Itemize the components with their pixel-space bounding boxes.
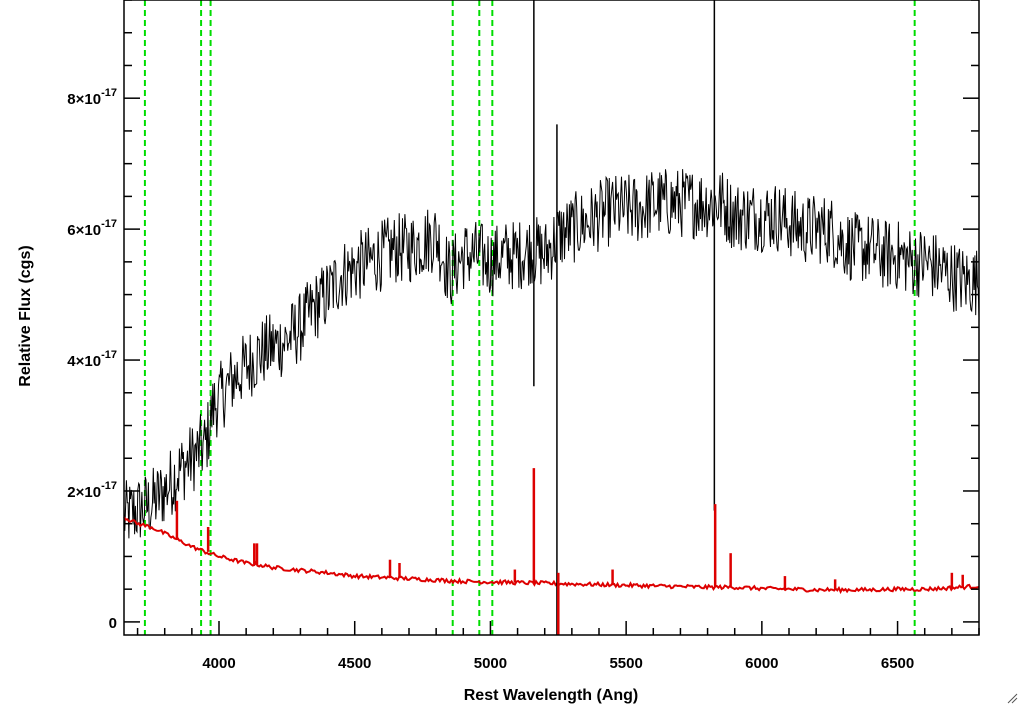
y-tick-mantissa: 2×10 <box>67 484 101 501</box>
y-tick-label: 4×10-17 <box>67 349 117 370</box>
x-axis-title: Rest Wavelength (Ang) <box>464 687 639 704</box>
series-layer <box>123 169 980 595</box>
resize-grip-icon[interactable] <box>1006 692 1018 704</box>
y-tick-exponent: -17 <box>101 218 117 230</box>
vertical-markers <box>143 0 916 635</box>
y-tick-exponent: -17 <box>101 349 117 361</box>
y-axis-ticks: 02×10-174×10-176×10-178×10-17 <box>67 0 979 632</box>
y-tick-mantissa: 6×10 <box>67 222 101 239</box>
y-tick-mantissa: 4×10 <box>67 353 101 370</box>
observed-spectrum-line <box>123 169 980 539</box>
model-spectrum-line <box>123 516 980 595</box>
y-tick-label: 8×10-17 <box>67 87 117 108</box>
plot-frame <box>123 0 980 636</box>
x-tick-label: 5500 <box>609 655 642 672</box>
x-tick-label: 4500 <box>338 655 371 672</box>
x-tick-label: 4000 <box>202 655 235 672</box>
x-tick-label: 5000 <box>474 655 507 672</box>
x-tick-label: 6500 <box>881 655 914 672</box>
y-tick-label: 6×10-17 <box>67 218 117 239</box>
x-tick-label: 6000 <box>745 655 778 672</box>
y-tick-label: 2×10-17 <box>67 480 117 501</box>
y-axis-title: Relative Flux (cgs) <box>17 245 34 386</box>
y-tick-mantissa: 8×10 <box>67 91 101 108</box>
y-tick-label: 0 <box>109 615 117 632</box>
y-tick-mantissa: 0 <box>109 615 117 632</box>
emission-spikes <box>175 0 964 635</box>
y-tick-exponent: -17 <box>101 87 117 99</box>
x-axis-ticks: 4000 4500 5000 5500 6000 6500 <box>136 621 980 672</box>
y-tick-exponent: -17 <box>101 480 117 492</box>
